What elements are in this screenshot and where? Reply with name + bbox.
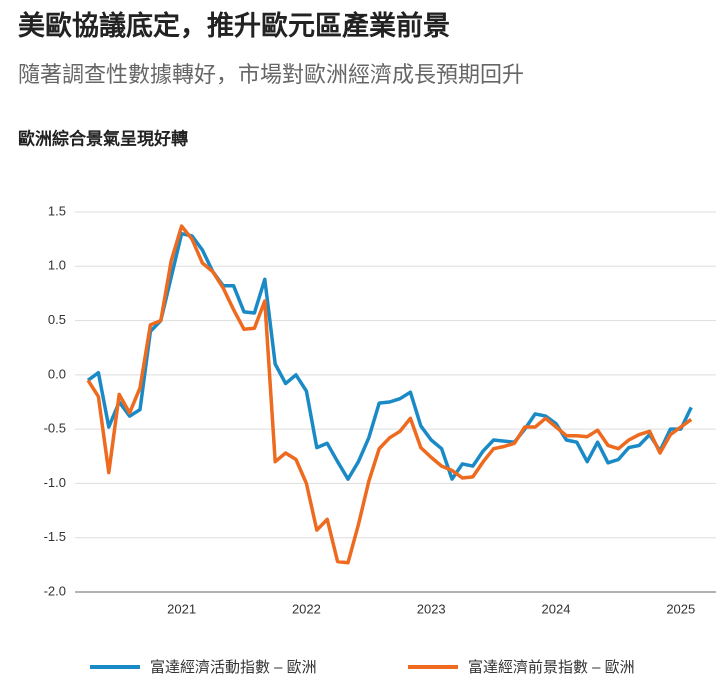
y-tick-label: -1.5 [44,529,66,544]
y-tick-label: 1.0 [48,258,66,273]
page-title: 美歐協議底定，推升歐元區產業前景 [18,10,450,41]
y-tick-label: -2.0 [44,583,66,598]
y-tick-label: 1.5 [48,203,66,218]
x-tick-label: 2021 [167,601,196,616]
x-tick-label: 2024 [542,601,571,616]
x-tick-label: 2023 [417,601,446,616]
legend-label: 富達經濟活動指數 – 歐洲 [150,658,317,676]
page-subtitle: 隨著調查性數據轉好，市場對歐洲經濟成長預期回升 [18,62,524,87]
y-tick-label: -0.5 [44,421,66,436]
y-tick-label: 0.5 [48,312,66,327]
y-tick-label: 0.0 [48,366,66,381]
x-tick-label: 2022 [292,601,321,616]
chart-title: 歐洲綜合景氣呈現好轉 [18,128,188,148]
data-line [86,231,693,481]
data-line [86,224,693,565]
legend-label: 富達經濟前景指數 – 歐洲 [468,658,635,676]
y-tick-label: -1.0 [44,475,66,490]
x-tick-label: 2025 [666,601,695,616]
